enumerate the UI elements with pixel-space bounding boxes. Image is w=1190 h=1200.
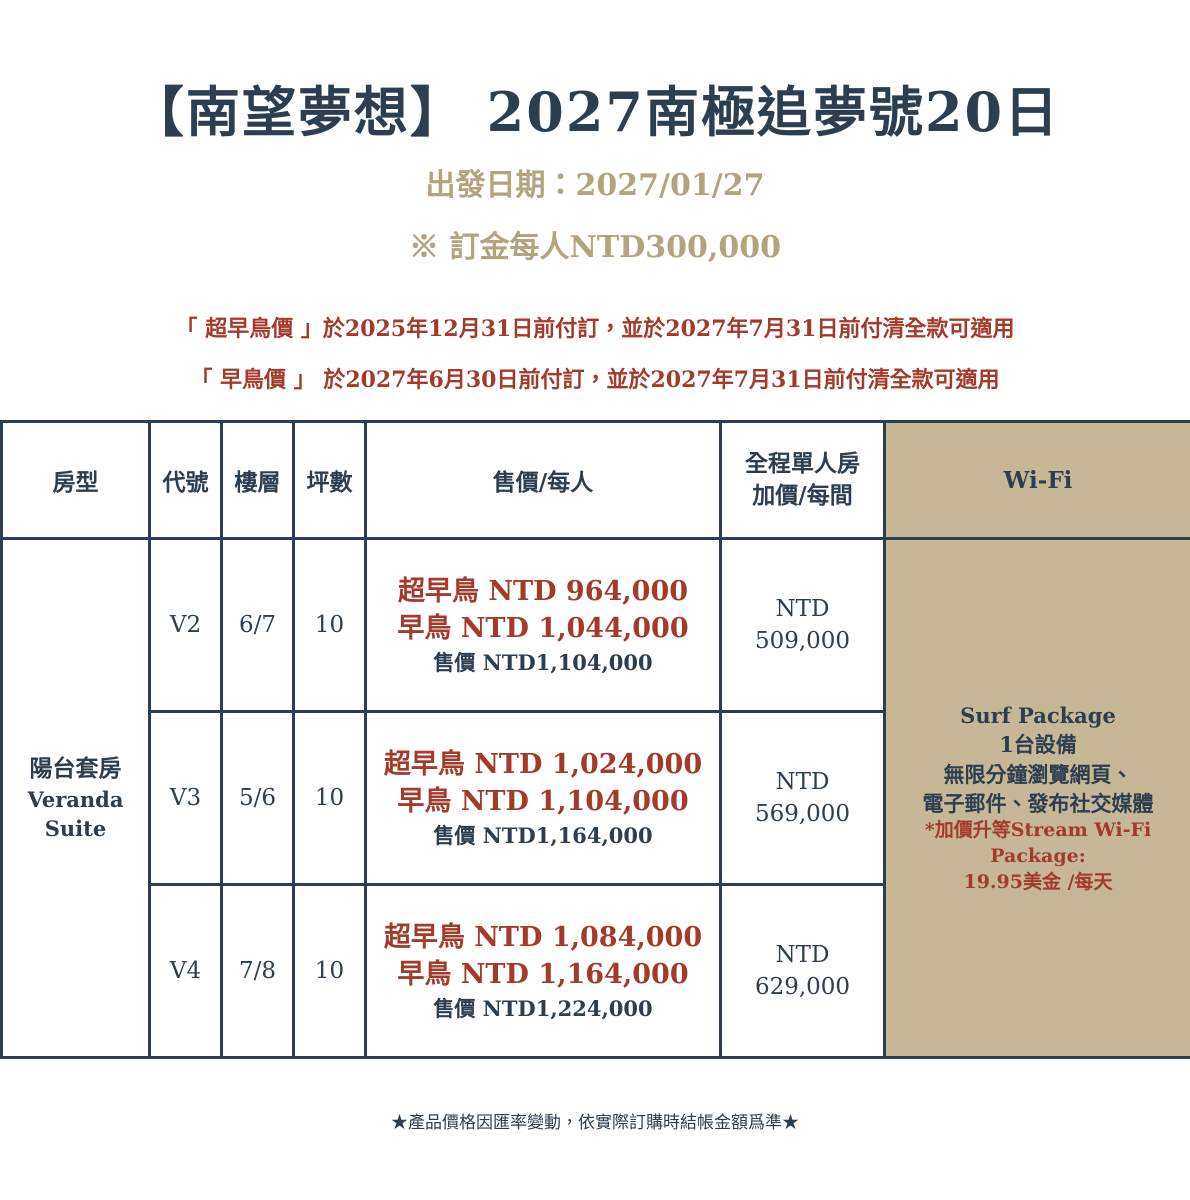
text-line: 超早鳥 NTD 1,024,000 xyxy=(383,748,703,780)
price-cell: 超早鳥 NTD 1,084,000 早鳥 NTD 1,164,000 售價 NTD1… xyxy=(364,883,722,1059)
code-cell: V3 xyxy=(148,710,223,886)
text-line: 加價/每間 xyxy=(752,482,853,509)
floor-cell: 5/6 xyxy=(220,710,295,886)
text-line: 早鳥 NTD 1,104,000 xyxy=(397,786,689,818)
table-row: V4 7/8 10 超早鳥 NTD 1,084,000 早鳥 NTD 1,164,000… xyxy=(2,883,1190,1059)
text-line: 19.95美金 /每天 xyxy=(963,870,1113,893)
text-line: Surf Package xyxy=(960,702,1116,728)
note: 「 早鳥價 」 於2027年6月30日前付訂，並於2027年7月31日前付清全款… xyxy=(190,367,1000,393)
text-line: 售價 NTD1,224,000 xyxy=(433,996,653,1022)
code: V4 xyxy=(169,958,202,984)
text-line: 早鳥 NTD 1,164,000 xyxy=(397,959,689,991)
text-line: Package: xyxy=(990,844,1086,867)
header-text: Wi-Fi xyxy=(1003,466,1073,494)
text-line: 全程單人房 xyxy=(745,449,860,477)
departure-date: 出發日期：2027/01/27 xyxy=(425,168,765,203)
deposit: ※ 訂金每人NTD300,000 xyxy=(409,230,781,265)
wifi-cell: Surf Package 1台設備無限分鐘瀏覽網頁、 電子郵件、發布社交媒體 *加價升… xyxy=(883,537,1190,1059)
header-cell: 全程單人房加價/每間 xyxy=(719,420,886,540)
text-line: Veranda xyxy=(27,786,124,812)
header-cell: 房型 xyxy=(0,420,151,540)
text-line: 1台設備 xyxy=(999,732,1077,758)
single-supplement-cell: NTD 629,000 xyxy=(719,883,886,1059)
area-cell: 10 xyxy=(292,537,367,713)
table-row: V3 5/6 10 超早鳥 NTD 1,024,000 早鳥 NTD 1,104,000… xyxy=(2,710,1190,886)
area: 10 xyxy=(314,785,345,811)
text-line: 無限分鐘瀏覽網頁、 xyxy=(943,761,1133,787)
header-cell: 代號 xyxy=(148,420,223,540)
header-text: 房型 xyxy=(52,469,99,496)
area-cell: 10 xyxy=(292,710,367,886)
price-cell: 超早鳥 NTD 1,024,000 早鳥 NTD 1,104,000 售價 NTD1… xyxy=(364,710,722,886)
area: 10 xyxy=(314,958,345,984)
text-line: NTD xyxy=(775,941,830,968)
header-cell: Wi-Fi xyxy=(883,420,1190,540)
code: V2 xyxy=(169,612,202,638)
header-cell: 售價/每人 xyxy=(364,420,722,540)
text-line: 超早鳥 NTD 964,000 xyxy=(397,575,689,607)
floor-cell: 6/7 xyxy=(220,537,295,713)
table-body: 陽台套房 Veranda Suite V2 6/7 10 超早鳥 NTD 964,000 早鳥… xyxy=(0,537,1190,1059)
text-line: 569,000 xyxy=(754,801,851,827)
code-cell: V4 xyxy=(148,883,223,1059)
text-line: 售價 NTD1,104,000 xyxy=(433,650,653,676)
text-line: NTD xyxy=(775,768,830,795)
single-supplement-cell: NTD 509,000 xyxy=(719,537,886,713)
area: 10 xyxy=(314,612,345,638)
footer: ★產品價格因匯率變動，依實際訂購時結帳金額爲準★ xyxy=(391,1113,799,1133)
header-cell: 樓層 xyxy=(220,420,295,540)
header-text: 代號 xyxy=(162,469,209,496)
header-row: 房型 代號 樓層 坪數 售價/每人 全程單人房加價/每間 Wi-Fi xyxy=(0,420,1190,540)
text-line: 509,000 xyxy=(754,628,851,654)
text-line: 超早鳥 NTD 1,084,000 xyxy=(383,921,703,953)
title: 【南望夢想】 2027南極追夢號20日 xyxy=(129,80,1061,144)
floor-cell: 7/8 xyxy=(220,883,295,1059)
text-line: 陽台套房 xyxy=(29,754,122,782)
table-row: 陽台套房 Veranda Suite V2 6/7 10 超早鳥 NTD 964,000 早鳥… xyxy=(0,537,1190,1059)
price-cell: 超早鳥 NTD 964,000 早鳥 NTD 1,044,000 售價 NTD1,1… xyxy=(364,537,722,713)
header-text: 樓層 xyxy=(234,469,281,496)
text-line: 629,000 xyxy=(754,974,851,1000)
header-text: 坪數 xyxy=(306,469,353,496)
floor: 7/8 xyxy=(238,958,276,984)
text-line: 早鳥 NTD 1,044,000 xyxy=(397,613,689,645)
code: V3 xyxy=(169,785,202,811)
area-cell: 10 xyxy=(292,883,367,1059)
floor: 5/6 xyxy=(238,785,276,811)
text-line: Suite xyxy=(44,816,107,842)
header-text: 售價/每人 xyxy=(492,469,594,496)
floor: 6/7 xyxy=(238,612,276,638)
room-type-cell: 陽台套房 Veranda Suite xyxy=(0,537,151,1059)
code-cell: V2 xyxy=(148,537,223,713)
header-cell: 坪數 xyxy=(292,420,367,540)
note: 「 超早鳥價 」於2025年12月31日前付訂，並於2027年7月31日前付清全… xyxy=(175,316,1015,342)
text-line: NTD xyxy=(775,595,830,622)
text-line: 售價 NTD1,164,000 xyxy=(433,823,653,849)
text-line: 電子郵件、發布社交媒體 xyxy=(922,790,1154,816)
price-table: 房型 代號 樓層 坪數 售價/每人 全程單人房加價/每間 Wi-Fi 陽台套房 Veranda… xyxy=(0,420,1190,1059)
single-supplement-cell: NTD 569,000 xyxy=(719,710,886,886)
text-line: *加價升等Stream Wi-Fi xyxy=(924,819,1152,842)
